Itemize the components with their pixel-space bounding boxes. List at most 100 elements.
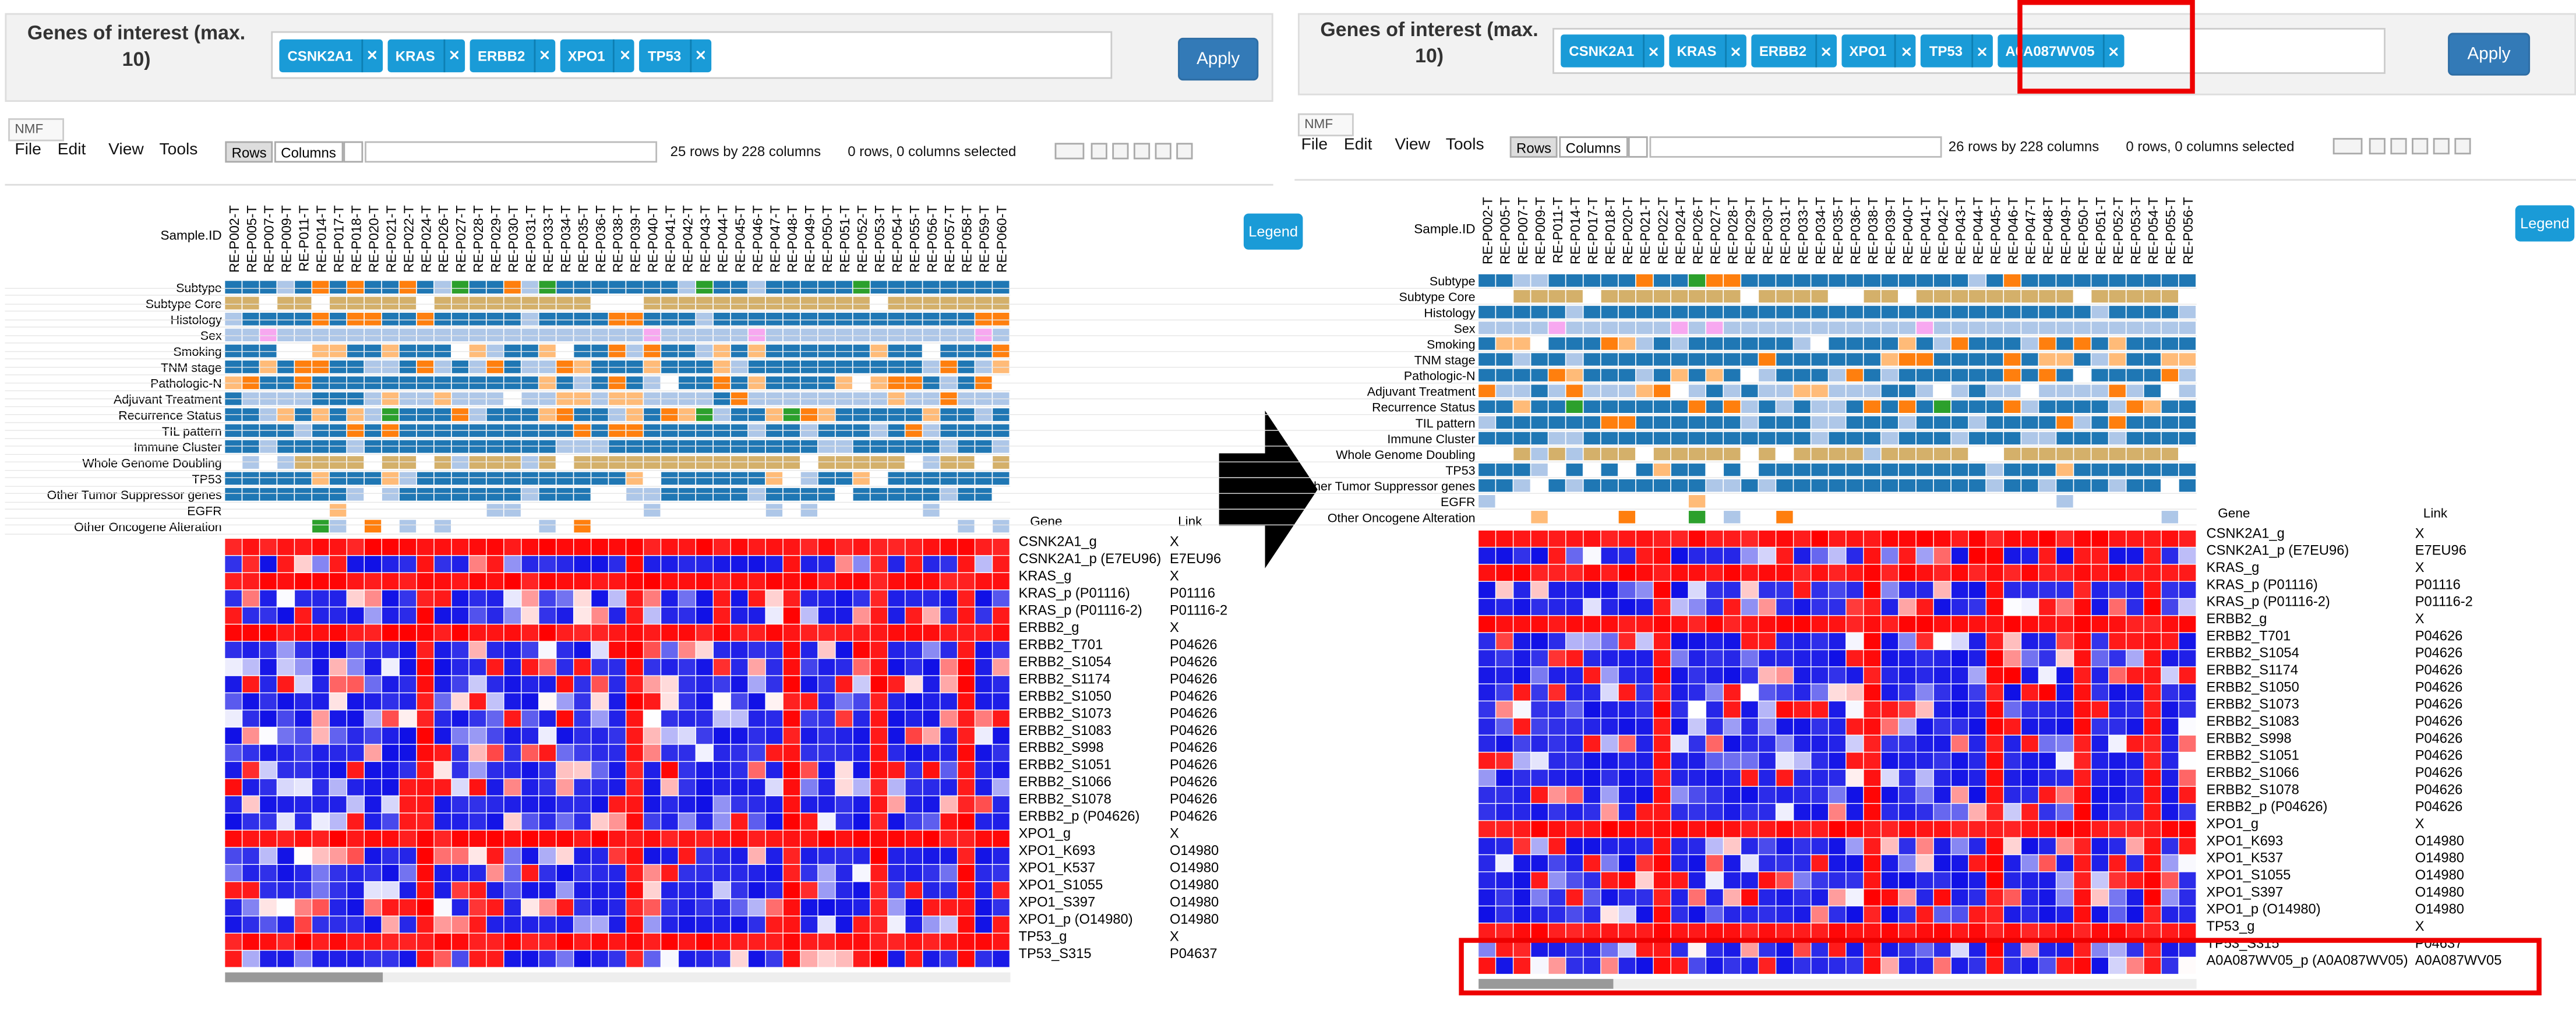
toolbar-icon[interactable] [2390,137,2407,155]
heatmap-cell [2126,581,2144,598]
annotation-cell [1986,369,2003,381]
columns-button[interactable]: Columns [1559,136,1628,158]
annotation-cell [1759,432,1776,445]
toolbar-icon[interactable] [1176,143,1193,160]
annotation-cell [905,424,922,437]
annotation-cell [451,376,468,390]
heatmap-cell [1811,923,1829,940]
toolbar-icon[interactable] [1091,143,1107,160]
heatmap-cell [1496,838,1513,854]
gene-input[interactable]: CSNK2A1 KRAS ERBB2 XPO1 TP53 [271,31,1113,79]
annotation-cell [521,424,538,437]
gene-chip: TP53 [639,38,711,72]
apply-button[interactable]: Apply [1178,37,1259,81]
remove-button[interactable] [1724,34,1746,68]
annotation-cell [765,408,783,421]
heatmap-cell [451,676,469,693]
annotation-cell [783,328,800,342]
heatmap-cell [330,556,347,573]
remove-button[interactable] [1894,34,1916,68]
annotation-cell [382,440,399,453]
heatmap-cell [1916,872,1933,889]
toolbar-icon[interactable] [1133,143,1151,160]
heatmap-cell [958,796,975,813]
gene-name: ERBB2_S1174 [2207,663,2298,678]
annotation-cell [1899,321,1916,334]
heatmap-cell [1601,701,1618,718]
heatmap-cell [696,899,713,916]
columns-button[interactable]: Columns [274,141,343,163]
toolbar-icon[interactable] [1054,143,1085,160]
remove-button[interactable] [361,38,383,72]
legend-button[interactable]: Legend [1243,213,1303,250]
heatmap-cell [556,693,573,710]
remove-button[interactable] [1815,34,1836,68]
gene-link: O14980 [2415,851,2464,866]
dropdown[interactable] [343,141,364,163]
annotation-cell [2144,447,2161,461]
remove-button[interactable] [1971,34,1992,68]
toolbar-icon[interactable] [2412,137,2429,155]
heatmap-cell [1478,650,1495,667]
menu-item[interactable]: File [15,141,41,160]
remove-button[interactable] [443,38,465,72]
menu-item[interactable]: Tools [1445,136,1484,155]
toolbar-icon[interactable] [1112,143,1129,160]
menu-item[interactable]: View [1395,136,1430,155]
heatmap-cell [2004,530,2021,547]
rows-button[interactable]: Rows [1509,136,1558,158]
legend-button[interactable]: Legend [2515,205,2575,242]
toolbar-icon[interactable] [2433,137,2450,155]
remove-button[interactable] [533,38,555,72]
heatmap-cell [993,762,1010,779]
remove-button[interactable] [689,38,711,72]
heatmap-cell [1741,872,1758,889]
annotation-cell [1829,463,1845,476]
heatmap-cell [679,641,696,658]
annotation-cell [2179,337,2196,350]
remove-button[interactable] [1642,34,1664,68]
annotation-cell [1759,337,1776,350]
tab[interactable]: NMF [1297,113,1354,137]
dropdown[interactable] [1628,136,1648,158]
heatmap-cell [242,951,259,967]
annotation-cell [1688,479,1706,492]
heatmap-cell [1636,838,1653,854]
heatmap-cell [434,847,451,864]
remove-button[interactable] [613,38,635,72]
heatmap-cell [1513,530,1530,547]
toolbar-icon[interactable] [1155,143,1171,160]
annotation-cell [818,392,835,405]
heatmap-cell [2074,752,2091,769]
search-input[interactable] [1649,136,1942,158]
annotation-cell [1899,306,1916,319]
menu-item[interactable]: Tools [159,141,198,160]
scrollbar-thumb [225,972,383,983]
apply-button[interactable]: Apply [2448,33,2531,76]
rows-button[interactable]: Rows [225,141,273,163]
toolbar-icon[interactable] [2454,137,2471,155]
search-input[interactable] [365,141,658,163]
heatmap-cell [644,813,661,830]
annotation-cell [905,487,922,501]
gene-input[interactable]: CSNK2A1 KRAS ERBB2 XPO1 TP53 A0A087WV05 [1552,27,2386,74]
toolbar-icon[interactable] [2369,137,2386,155]
menu-item[interactable]: Edit [57,141,86,160]
heatmap-cell [1968,735,1986,752]
menu-item[interactable]: File [1301,136,1328,155]
tab[interactable]: NMF [8,118,65,142]
heatmap-cell [644,831,661,847]
heatmap-cell [2126,701,2144,718]
heatmap-cell [748,693,765,710]
annotation-cell [2109,432,2126,445]
annotation-cell [399,328,417,342]
menu-item[interactable]: View [108,141,144,160]
remove-button[interactable] [2102,34,2125,68]
heatmap-cell [504,607,521,624]
heatmap-cell [679,796,696,813]
toolbar-icon[interactable] [2332,137,2363,155]
menu-item[interactable]: Edit [1343,136,1372,155]
annotation-cell [713,344,731,358]
heatmap-cell [1724,872,1741,889]
heatmap-cell [1688,616,1706,633]
